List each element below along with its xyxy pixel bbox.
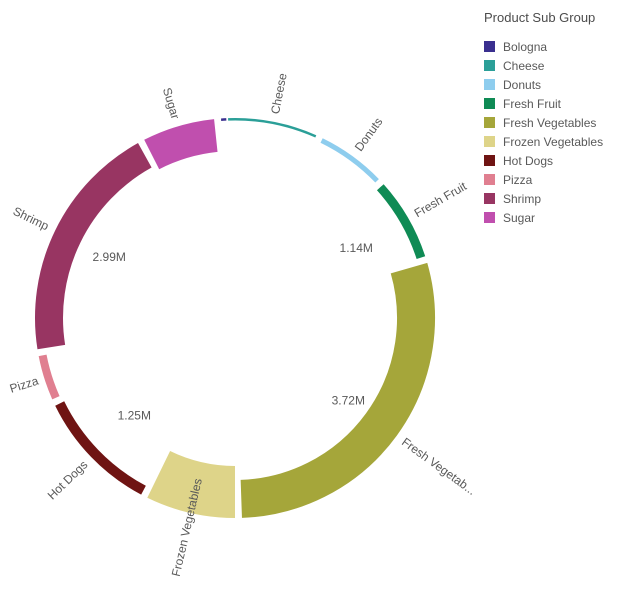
legend-item-bologna[interactable]: Bologna (484, 37, 616, 56)
legend-item-frozen-vegetables[interactable]: Frozen Vegetables (484, 132, 616, 151)
legend-item-label: Bologna (503, 39, 548, 54)
segment-name-label-cheese: Cheese (268, 72, 290, 116)
legend-swatch-icon (484, 193, 495, 204)
legend-item-label: Fresh Fruit (503, 96, 562, 111)
legend-item-donuts[interactable]: Donuts (484, 75, 616, 94)
legend-item-label: Sugar (503, 210, 536, 225)
segment-name-label-shrimp: Shrimp (11, 204, 52, 233)
pie-segment-donuts[interactable] (320, 138, 379, 183)
pie-segment-cheese[interactable] (228, 118, 317, 138)
legend-item-sugar[interactable]: Sugar (484, 208, 616, 227)
legend-swatch-icon (484, 79, 495, 90)
pie-segment-pizza[interactable] (38, 354, 60, 400)
legend-item-label: Donuts (503, 77, 542, 92)
segment-name-label-pizza: Pizza (8, 374, 41, 396)
segment-name-label-sugar: Sugar (160, 86, 183, 121)
segment-value-label-hot-dogs: 1.25M (118, 409, 151, 423)
legend-title: Product Sub Group (484, 10, 596, 25)
legend-item-label: Fresh Vegetables (503, 115, 597, 130)
legend-swatch-icon (484, 212, 495, 223)
pie-segment-fresh-fruit[interactable] (376, 184, 426, 260)
legend-item-label: Pizza (503, 172, 533, 187)
legend-item-fresh-vegetables[interactable]: Fresh Vegetables (484, 113, 616, 132)
legend-item-fresh-fruit[interactable]: Fresh Fruit (484, 94, 616, 113)
pie-segment-sugar[interactable] (144, 119, 218, 170)
segment-value-label-shrimp: 2.99M (93, 250, 126, 264)
legend-swatch-icon (484, 174, 495, 185)
legend-item-cheese[interactable]: Cheese (484, 56, 616, 75)
legend-items: Bologna Cheese Donuts Fresh Fruit Fresh Vege… (484, 37, 616, 227)
pie-segment-frozen-vegetables[interactable] (147, 450, 236, 519)
pie-segment-fresh-vegetables[interactable] (240, 262, 435, 518)
segment-value-label-fresh-vegetables: 3.72M (332, 394, 365, 408)
legend-item-label: Cheese (503, 58, 545, 73)
legend-item-label: Frozen Vegetables (503, 134, 604, 149)
legend-swatch-icon (484, 117, 495, 128)
legend-swatch-icon (484, 60, 495, 71)
segment-name-label-fresh-vegetables: Fresh Vegetab... (399, 435, 478, 498)
legend-item-shrimp[interactable]: Shrimp (484, 189, 616, 208)
legend-swatch-icon (484, 98, 495, 109)
legend-item-label: Shrimp (503, 191, 542, 206)
segment-name-label-fresh-fruit: Fresh Fruit (412, 179, 470, 220)
legend: Product Sub Group Bologna Cheese Donuts Fre… (484, 10, 616, 227)
legend-item-pizza[interactable]: Pizza (484, 170, 616, 189)
legend-swatch-icon (484, 41, 495, 52)
legend-item-label: Hot Dogs (503, 153, 554, 168)
segment-name-label-hot-dogs: Hot Dogs (45, 458, 91, 503)
pie-segment-shrimp[interactable] (35, 143, 152, 350)
segment-value-label-fresh-fruit: 1.14M (340, 241, 373, 255)
legend-swatch-icon (484, 155, 495, 166)
legend-item-hot-dogs[interactable]: Hot Dogs (484, 151, 616, 170)
legend-swatch-icon (484, 136, 495, 147)
pie-segment-hot-dogs[interactable] (55, 401, 146, 495)
segment-name-label-donuts: Donuts (352, 115, 386, 154)
